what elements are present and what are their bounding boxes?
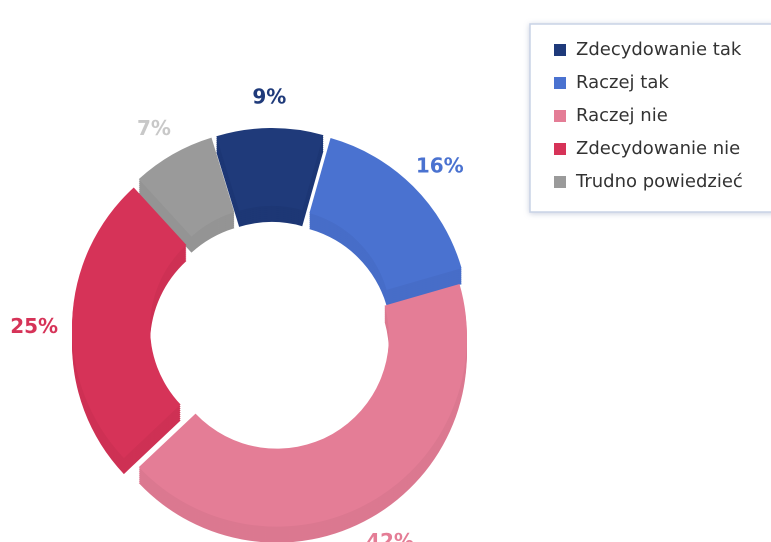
- legend-marker: [554, 176, 566, 188]
- legend-marker: [554, 110, 566, 122]
- value-label: 42%: [366, 529, 414, 542]
- legend-marker: [554, 143, 566, 155]
- slice: [138, 284, 467, 527]
- legend-label: Raczej tak: [576, 72, 669, 93]
- legend-label: Raczej nie: [576, 105, 668, 126]
- slice: [216, 128, 324, 211]
- legend-marker: [554, 77, 566, 89]
- legend-label: Trudno powiedzieć: [575, 171, 743, 192]
- slice: [72, 187, 187, 459]
- slice: [138, 137, 235, 237]
- slice: [309, 138, 462, 290]
- legend-label: Zdecydowanie tak: [576, 39, 742, 60]
- legend-marker: [554, 44, 566, 56]
- value-label: 25%: [10, 314, 58, 338]
- legend-label: Zdecydowanie nie: [576, 138, 740, 159]
- value-label: 9%: [252, 85, 286, 109]
- value-label: 16%: [416, 154, 464, 178]
- value-label: 7%: [137, 116, 171, 140]
- legend-box: [529, 23, 771, 213]
